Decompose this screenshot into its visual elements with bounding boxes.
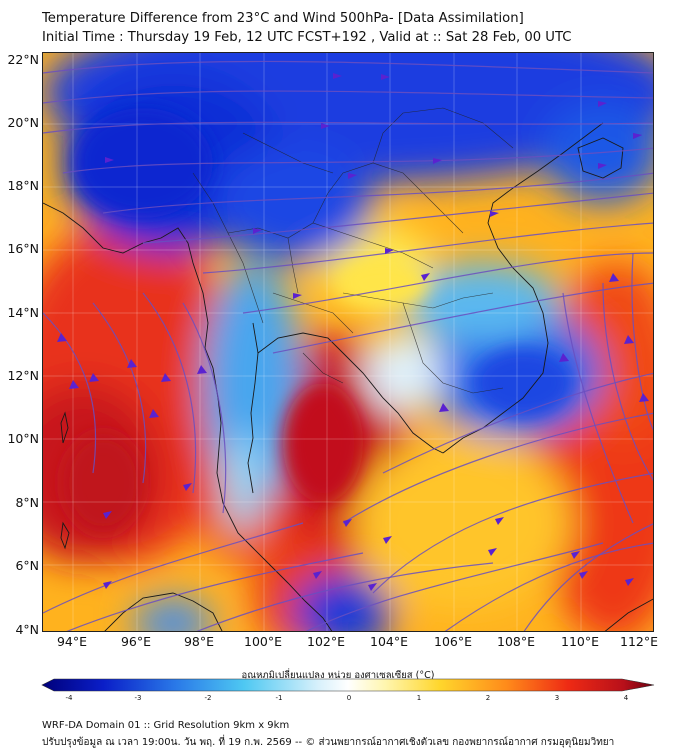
lon-label-96e: 96°E <box>120 634 152 649</box>
lon-label-94e: 94°E <box>56 634 88 649</box>
colorbar-tick: 2 <box>485 694 491 702</box>
lat-label-20n: 20°N <box>7 115 39 130</box>
lon-label-100e: 100°E <box>243 634 283 649</box>
colorbar-tick: 4 <box>623 694 629 702</box>
colorbar-tick: -1 <box>275 694 283 702</box>
lon-label-108e: 108°E <box>496 634 536 649</box>
colorbar-tick: 3 <box>554 694 560 702</box>
grid-lines <box>43 53 653 631</box>
map-title: Temperature Difference from 23°C and Win… <box>42 11 524 26</box>
lat-label-14n: 14°N <box>7 305 39 320</box>
temperature-field <box>43 53 653 631</box>
colorbar-tick: -2 <box>204 694 212 702</box>
lat-label-10n: 10°N <box>7 431 39 446</box>
colorbar-tick: -4 <box>65 694 73 702</box>
lat-label-6n: 6°N <box>15 558 39 573</box>
lat-label-16n: 16°N <box>7 241 39 256</box>
lat-label-22n: 22°N <box>7 52 39 67</box>
lon-label-104e: 104°E <box>369 634 409 649</box>
lat-label-8n: 8°N <box>15 495 39 510</box>
map-subtitle: Initial Time : Thursday 19 Feb, 12 UTC F… <box>42 30 572 45</box>
wind-streamlines <box>43 60 653 631</box>
colorbar <box>41 678 655 692</box>
wind-arrows <box>57 73 649 591</box>
lat-label-12n: 12°N <box>7 368 39 383</box>
temperature-map <box>42 52 654 632</box>
lon-label-102e: 102°E <box>306 634 346 649</box>
coastlines <box>43 122 653 631</box>
lat-label-18n: 18°N <box>7 178 39 193</box>
border-lines <box>192 107 514 394</box>
lon-label-110e: 110°E <box>560 634 600 649</box>
lon-label-112e: 112°E <box>619 634 659 649</box>
colorbar-tick: 1 <box>416 694 422 702</box>
lon-label-106e: 106°E <box>433 634 473 649</box>
footer-update-info: ปรับปรุงข้อมูล ณ เวลา 19:00น. วัน พฤ. ที… <box>42 737 615 748</box>
colorbar-tick: 0 <box>346 694 352 702</box>
lon-label-98e: 98°E <box>183 634 215 649</box>
colorbar-title: อุณหภูมิเปลี่ยนแปลง หน่วย องศาเซลเซียส (… <box>241 670 435 681</box>
footer-model-info: WRF-DA Domain 01 :: Grid Resolution 9km … <box>42 720 290 731</box>
lat-label-4n: 4°N <box>15 622 39 637</box>
colorbar-tick: -3 <box>134 694 142 702</box>
